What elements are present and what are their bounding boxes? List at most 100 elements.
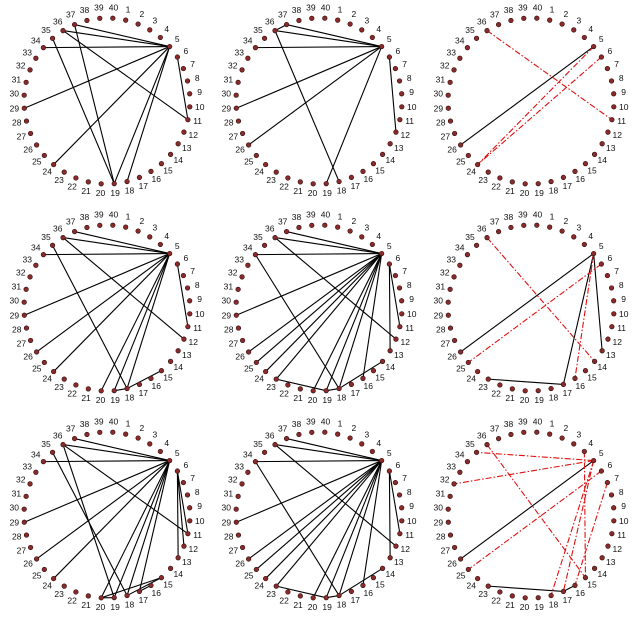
node-27: [451, 130, 458, 137]
node-28: [235, 325, 242, 331]
node-19: [111, 181, 117, 187]
node-9: [399, 505, 405, 511]
node-label-28: 28: [436, 325, 446, 335]
node-2: [135, 228, 141, 234]
node-32: [451, 67, 457, 73]
node-39: [521, 222, 527, 228]
node-label-34: 34: [455, 242, 465, 252]
node-label-6: 6: [396, 46, 401, 56]
node-label-15: 15: [375, 579, 385, 589]
node-label-27: 27: [229, 546, 239, 556]
node-label-27: 27: [17, 132, 27, 142]
node-32: [239, 481, 245, 487]
node-28: [235, 532, 242, 538]
node-label-22: 22: [491, 595, 501, 605]
black-edge-5-37: [286, 24, 382, 48]
node-22: [497, 175, 503, 181]
node-17: [348, 588, 355, 595]
node-label-16: 16: [576, 381, 586, 391]
node-17: [560, 381, 567, 388]
black-edge-6-11: [176, 263, 189, 327]
node-39: [309, 15, 315, 21]
node-20: [522, 595, 528, 601]
node-19: [535, 388, 541, 394]
node-13: [599, 141, 605, 147]
node-25: [41, 566, 47, 573]
node-label-38: 38: [80, 212, 90, 222]
node-label-15: 15: [375, 165, 385, 175]
node-label-35: 35: [253, 232, 263, 242]
node-40: [534, 429, 540, 435]
node-16: [572, 168, 578, 174]
node-label-26: 26: [447, 145, 457, 155]
node-label-29: 29: [222, 517, 232, 527]
node-29: [445, 312, 451, 318]
node-38: [508, 224, 514, 231]
node-label-9: 9: [621, 87, 626, 97]
node-label-3: 3: [365, 430, 370, 440]
node-11: [609, 531, 615, 537]
node-label-10: 10: [407, 102, 417, 112]
node-label-22: 22: [67, 595, 77, 605]
node-label-13: 13: [182, 143, 192, 153]
node-32: [27, 481, 33, 487]
node-label-12: 12: [400, 337, 410, 347]
node-5: [379, 457, 385, 464]
node-34: [464, 45, 471, 51]
black-edge-20-15: [101, 577, 162, 599]
node-label-22: 22: [491, 181, 501, 191]
black-edge-6-13: [388, 264, 391, 351]
node-26: [458, 142, 464, 148]
black-edge-5-34: [43, 460, 170, 463]
node-26: [34, 142, 40, 148]
node-label-34: 34: [31, 449, 41, 459]
node-2: [559, 21, 565, 27]
node-31: [23, 493, 29, 499]
node-label-11: 11: [617, 323, 626, 333]
node-36: [484, 235, 490, 241]
node-label-35: 35: [41, 25, 51, 35]
node-label-24: 24: [254, 373, 264, 383]
node-label-5: 5: [599, 448, 604, 458]
node-label-15: 15: [163, 372, 173, 382]
node-19: [111, 388, 117, 394]
black-edge-34-18: [254, 254, 340, 389]
node-label-39: 39: [518, 210, 528, 220]
node-label-27: 27: [17, 339, 27, 349]
node-6: [174, 468, 180, 474]
node-label-2: 2: [351, 9, 356, 19]
node-label-5: 5: [175, 448, 180, 458]
node-label-6: 6: [608, 46, 613, 56]
node-36: [272, 28, 278, 34]
black-edge-6-11: [388, 263, 401, 327]
node-label-22: 22: [279, 388, 289, 398]
black-edge-5-24: [53, 460, 171, 579]
node-25: [253, 359, 259, 366]
node-label-1: 1: [338, 212, 343, 222]
node-label-30: 30: [433, 503, 443, 513]
node-36: [484, 442, 490, 448]
node-39: [97, 15, 103, 21]
node-30: [233, 92, 239, 98]
node-12: [605, 336, 611, 342]
node-label-30: 30: [221, 89, 231, 99]
node-label-35: 35: [465, 439, 475, 449]
node-15: [582, 575, 589, 581]
node-label-17: 17: [563, 595, 573, 605]
node-9: [187, 298, 193, 304]
black-edge-5-37: [74, 438, 170, 462]
node-25: [465, 359, 471, 366]
node-label-20: 20: [308, 602, 318, 612]
node-label-22: 22: [279, 595, 289, 605]
node-27: [451, 544, 458, 551]
black-edge-5-36: [62, 444, 170, 462]
node-27: [27, 337, 34, 344]
node-label-33: 33: [235, 254, 245, 264]
node-9: [611, 505, 617, 511]
node-label-30: 30: [221, 296, 231, 306]
node-27: [27, 544, 34, 551]
node-1: [547, 17, 553, 23]
node-label-18: 18: [549, 599, 559, 609]
node-label-8: 8: [619, 487, 624, 497]
node-4: [581, 448, 587, 455]
